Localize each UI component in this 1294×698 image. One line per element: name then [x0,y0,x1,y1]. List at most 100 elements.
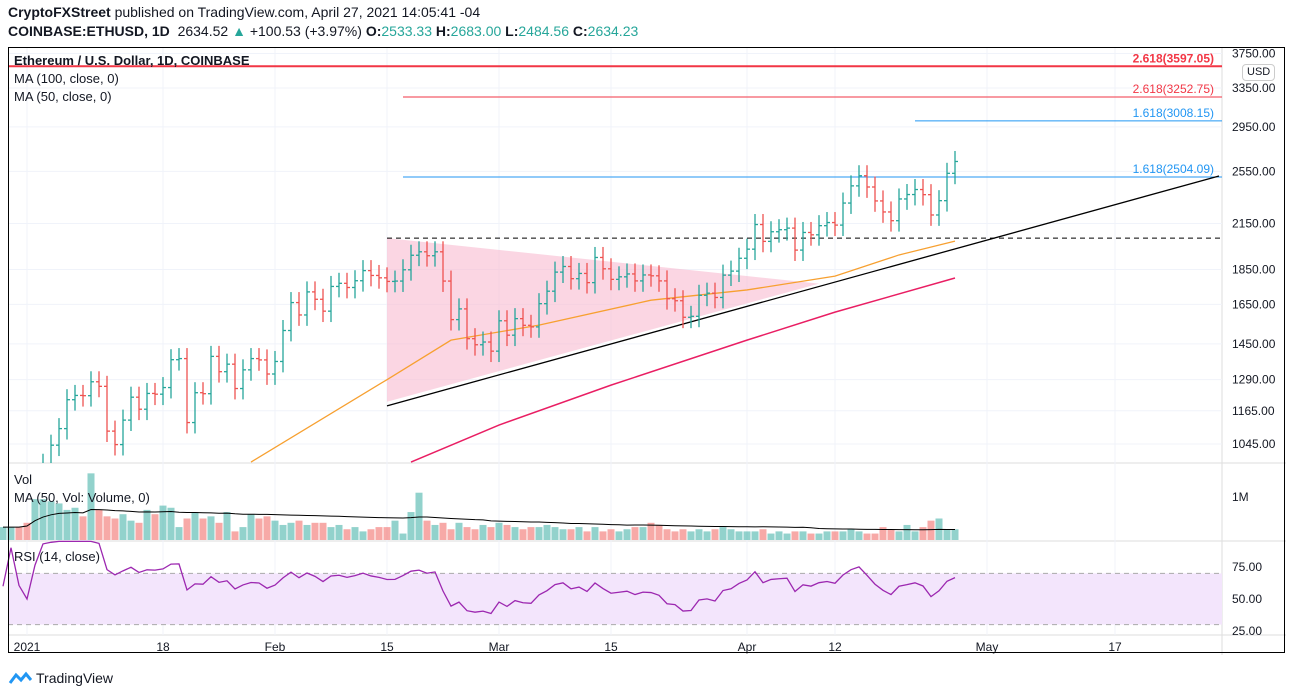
price-tick-label: 1165.00 [1232,404,1275,418]
volume-bar [279,524,287,540]
ohlc-bar [688,305,694,329]
volume-bar [407,512,415,540]
date-tick-label: May [976,640,999,654]
fib-level-label: 1.618(2504.09) [1133,162,1214,176]
ohlc-bar [440,241,446,292]
ohlc-bar [304,281,310,326]
volume-bar [831,531,839,540]
ohlc-bar [616,266,622,291]
volume-bar [879,527,887,540]
ohlc-bar [96,371,102,398]
rsi-legend[interactable]: RSI (14, close) [14,549,100,564]
publisher-name[interactable]: CryptoFXStreet [8,4,111,20]
volume-bar [815,533,823,540]
volume-bar [151,514,159,540]
ohlc-bar [728,260,734,287]
ohlc-bar [488,331,494,363]
volume-bar [783,533,791,540]
ohlc-bar [752,214,758,261]
volume-bar [623,529,631,540]
volume-bar [527,527,535,540]
volume-bar [743,531,751,540]
ohlc-bar [56,418,62,457]
volume-bar [447,529,455,540]
ohlc-bar [784,217,790,241]
volume-bar [271,520,279,540]
close-value: 2634.23 [587,23,639,39]
volume-bar [487,527,495,540]
volume-bar [431,524,439,540]
volume-bar [767,533,775,540]
volume-bar [687,531,695,540]
ohlc-bar [272,350,278,385]
ohlc-bar [408,244,414,281]
ohlc-bar [800,221,806,261]
ohlc-bar [280,319,286,373]
volume-bar [671,531,679,540]
ma100-legend[interactable]: MA (100, close, 0) [14,71,119,86]
ohlc-bar [600,246,606,280]
volume-bar [0,527,7,540]
volume-bar [679,529,687,540]
volume-bar [287,522,295,540]
volume-ma-legend[interactable]: MA (50, Vol: Volume, 0) [14,490,150,505]
date-tick-label: 18 [156,640,170,654]
ohlc-bar [512,308,518,347]
volume-bar [711,529,719,540]
tradingview-logo[interactable]: TradingView [8,670,113,686]
ohlc-bar [336,272,342,298]
volume-bar [535,527,543,540]
currency-button[interactable]: USD [1242,64,1276,81]
ohlc-bar [72,384,78,411]
ohlc-bar [232,353,238,400]
ohlc-bar [160,377,166,406]
price-change: +100.53 (+3.97%) [249,23,362,39]
volume-bar [111,518,119,540]
high-value: 2683.00 [450,23,502,39]
ohlc-bar [184,348,190,434]
volume-bar [223,512,231,540]
ma100-line [410,277,956,463]
volume-bar [607,529,615,540]
date-tick-label: Mar [489,640,510,654]
ohlc-bar [320,288,326,323]
volume-bar [127,520,135,540]
ohlc-bar [720,264,726,309]
ascending-trendline [386,175,1220,407]
volume-bar [543,524,551,540]
ohlc-bar [832,212,838,236]
volume-bar [775,531,783,540]
ohlc-bar [640,264,646,292]
volume-bar [759,529,767,540]
date-tick-label: Apr [738,640,757,654]
volume-bar [807,533,815,540]
volume-bar [199,518,207,540]
ohlc-bar [136,386,142,421]
ohlc-bar [584,262,590,294]
ohlc-bar [80,384,86,407]
volume-bar [119,514,127,540]
ohlc-bar [376,264,382,289]
volume-legend[interactable]: Vol [14,472,33,487]
volume-bar [919,527,927,540]
ohlc-bar [696,284,702,328]
volume-bar [479,524,487,540]
ohlc-bar [64,389,70,440]
volume-bar [87,473,95,540]
volume-bar [519,529,527,540]
price-tick-label: 3750.00 [1232,47,1276,61]
volume-bar [575,527,583,540]
volume-bar [847,529,855,540]
ohlc-bar [472,328,478,356]
publish-info: CryptoFXStreet published on TradingView.… [8,4,480,20]
ma50-legend[interactable]: MA (50, close, 0) [14,89,112,104]
main-series-legend[interactable]: Ethereum / U.S. Dollar, 1D, COINBASE [14,53,250,68]
up-triangle-icon: ▲ [232,23,246,39]
ohlc-bar [288,292,294,342]
volume-bar [511,527,519,540]
ohlc-bar [360,260,366,292]
ohlc-bar [456,298,462,331]
ohlc-bar [88,371,94,407]
tradingview-cloud-icon [8,671,32,684]
